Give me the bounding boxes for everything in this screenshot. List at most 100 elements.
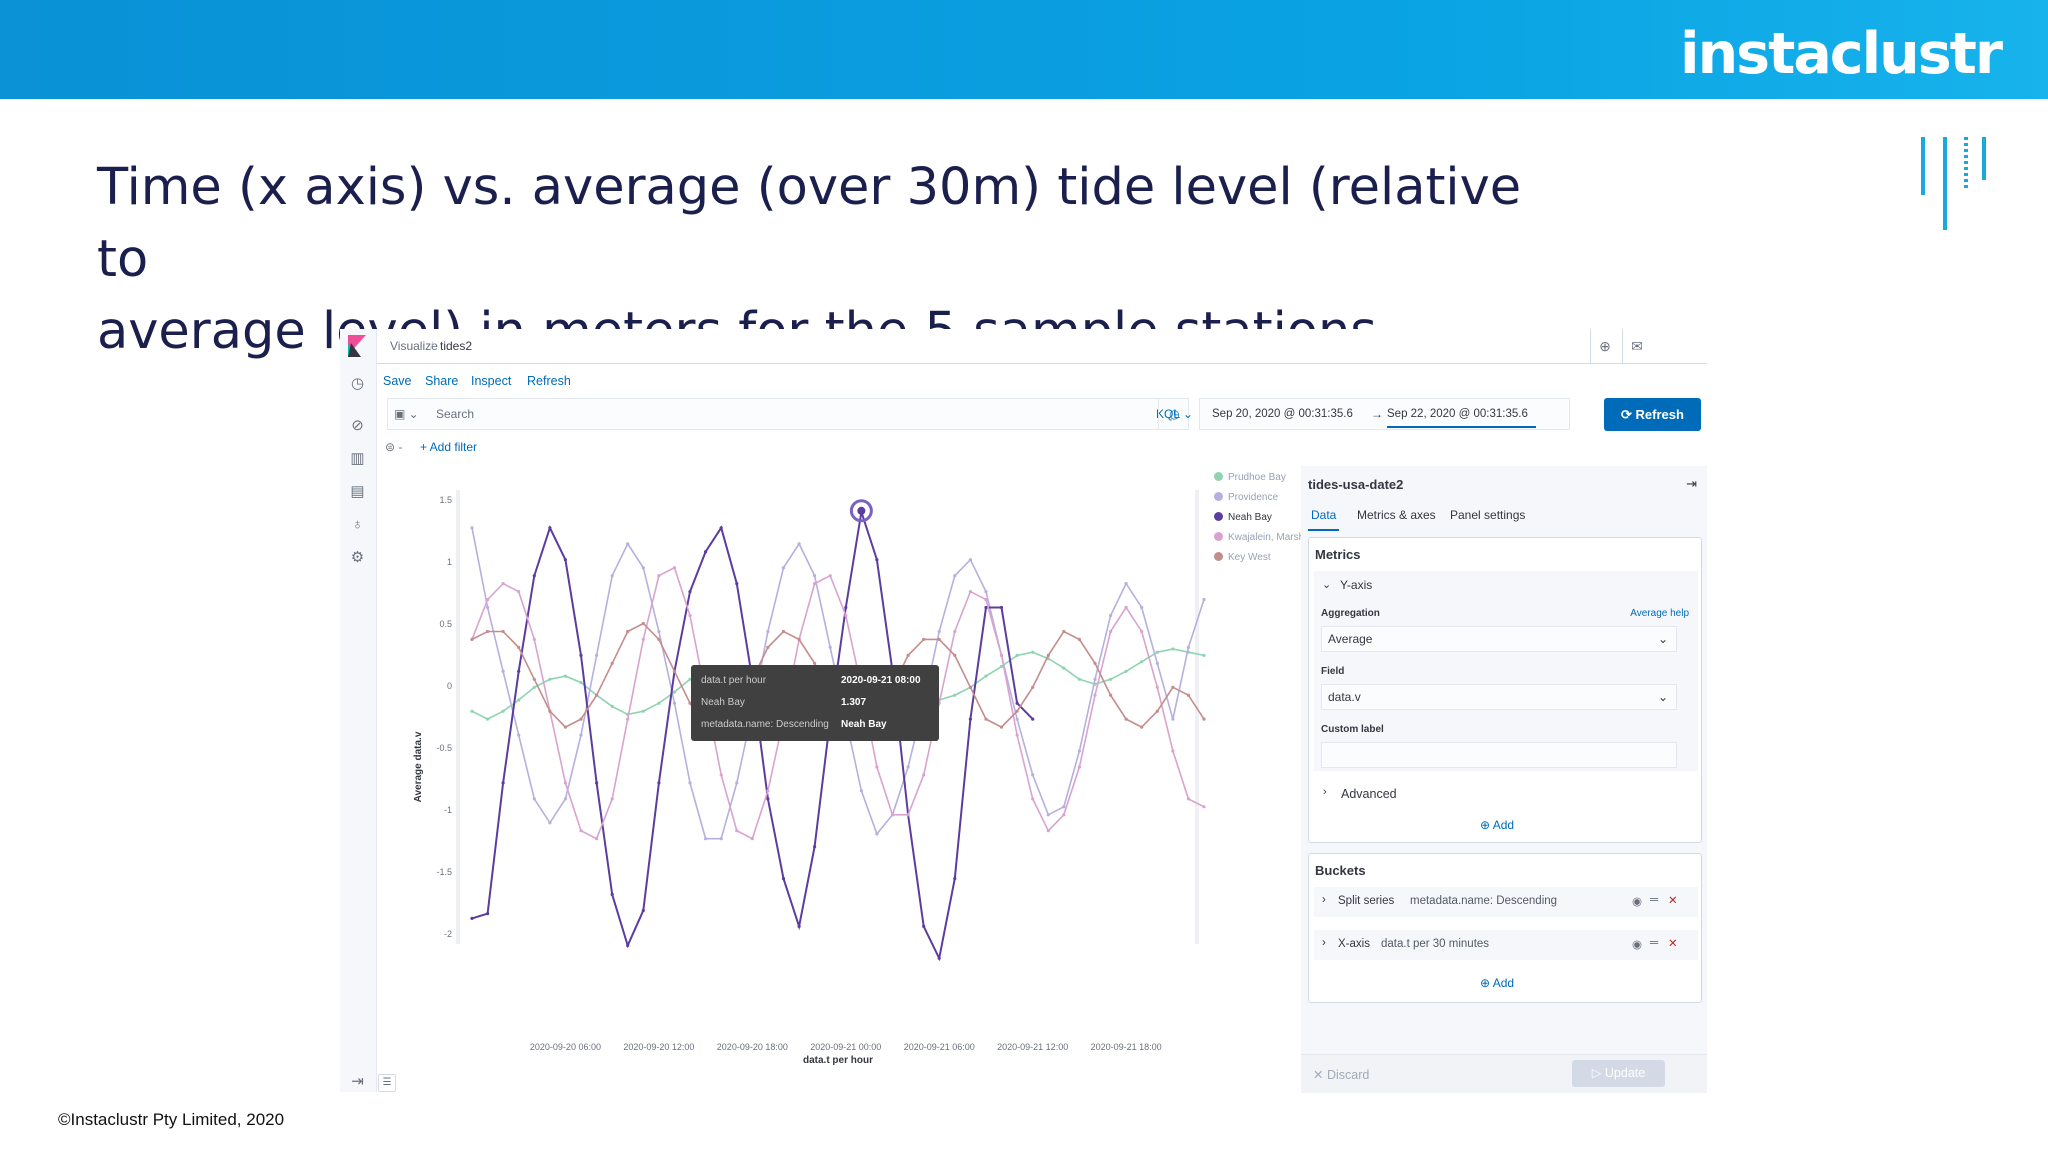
collapse-nav-icon[interactable]: ⇥ bbox=[351, 1073, 364, 1090]
search-input[interactable]: ▣ ⌄ Search KQL bbox=[387, 398, 1189, 430]
maps-icon[interactable]: ♁ bbox=[351, 516, 364, 533]
data-point bbox=[828, 574, 832, 578]
kql-toggle[interactable]: KQL bbox=[1155, 407, 1180, 421]
close-icon[interactable]: ✕ bbox=[1668, 938, 1678, 950]
data-point bbox=[532, 574, 536, 578]
x-tick-label: 2020-09-21 00:00 bbox=[810, 1042, 881, 1052]
aggregation-select[interactable]: Average ⌄ bbox=[1321, 626, 1677, 652]
data-point bbox=[657, 781, 661, 785]
data-point bbox=[563, 797, 567, 801]
chevron-right-icon[interactable]: › bbox=[1322, 937, 1326, 949]
breadcrumb-visualize[interactable]: Visualize bbox=[390, 339, 438, 353]
compass-icon[interactable]: ⊘ bbox=[351, 417, 364, 434]
kibana-window: ◷ ⊘ ▥ ▤ ♁ ⚙ ⇥ Visualize / tides2 ⊕ ✉ Sav… bbox=[340, 329, 1707, 1093]
advanced-toggle[interactable]: Advanced bbox=[1341, 787, 1397, 801]
data-point bbox=[704, 550, 708, 554]
save-link[interactable]: Save bbox=[383, 374, 412, 388]
dashboard-icon[interactable]: ▤ bbox=[350, 483, 365, 500]
add-filter-link[interactable]: + Add filter bbox=[420, 440, 478, 454]
data-point bbox=[781, 629, 786, 634]
data-point bbox=[859, 789, 863, 793]
field-select[interactable]: data.v ⌄ bbox=[1321, 684, 1677, 710]
yaxis-label[interactable]: Y-axis bbox=[1340, 578, 1373, 592]
discard-label: Discard bbox=[1326, 1068, 1370, 1082]
tab-data[interactable]: Data bbox=[1308, 508, 1340, 531]
chevron-right-icon[interactable]: › bbox=[1323, 786, 1327, 798]
data-point bbox=[906, 813, 910, 817]
visualize-icon[interactable]: ▥ bbox=[350, 450, 365, 467]
tab-panel-settings[interactable]: Panel settings bbox=[1450, 508, 1526, 522]
legend-item[interactable]: Neah Bay bbox=[1214, 512, 1272, 523]
data-point bbox=[532, 677, 536, 681]
bucket-row-x-axis[interactable]: › X-axis data.t per 30 minutes ◉ ═ ✕ bbox=[1314, 930, 1698, 960]
y-tick-label: 0.5 bbox=[439, 619, 452, 629]
collapse-panel-icon[interactable]: ⇥ bbox=[1686, 476, 1697, 491]
drag-handle-icon[interactable]: ═ bbox=[1650, 894, 1659, 906]
eye-icon[interactable]: ◉ bbox=[1632, 939, 1643, 951]
data-point bbox=[1077, 749, 1081, 753]
refresh-link[interactable]: Refresh bbox=[527, 374, 571, 388]
data-point bbox=[595, 781, 599, 785]
data-point bbox=[1015, 709, 1019, 713]
tab-metrics-axes[interactable]: Metrics & axes bbox=[1357, 508, 1436, 522]
drag-handle-icon[interactable]: ═ bbox=[1650, 937, 1659, 949]
decorative-lines-icon bbox=[1921, 137, 1986, 230]
data-point bbox=[797, 924, 801, 928]
bucket-type: X-axis bbox=[1338, 938, 1370, 950]
data-point bbox=[1062, 805, 1066, 809]
filter-icon[interactable]: ⊜ ‑ bbox=[385, 440, 403, 454]
data-point bbox=[719, 837, 723, 841]
legend-item[interactable]: Key West bbox=[1214, 552, 1271, 563]
data-point bbox=[813, 845, 817, 849]
close-icon[interactable]: ✕ bbox=[1668, 895, 1678, 907]
add-bucket-button[interactable]: ⊕ Add bbox=[1480, 976, 1514, 990]
data-point bbox=[1171, 685, 1175, 689]
eye-icon[interactable]: ◉ bbox=[1632, 896, 1643, 908]
data-point bbox=[844, 613, 848, 618]
add-metric-button[interactable]: ⊕ Add bbox=[1480, 818, 1514, 832]
data-point bbox=[517, 669, 521, 673]
date-start[interactable]: Sep 20, 2020 @ 00:31:35.6 bbox=[1212, 408, 1353, 420]
chevron-down-icon[interactable]: ⌄ bbox=[1322, 579, 1332, 591]
legend-dot bbox=[1214, 512, 1223, 521]
data-point bbox=[953, 574, 957, 578]
update-button[interactable]: ▷ Update bbox=[1572, 1060, 1665, 1087]
legend-item[interactable]: Prudhoe Bay bbox=[1214, 472, 1286, 483]
mail-icon[interactable]: ✉ bbox=[1631, 338, 1643, 354]
discard-button[interactable]: ✕ Discard bbox=[1313, 1067, 1369, 1082]
add-metric-label: Add bbox=[1492, 818, 1515, 832]
data-point bbox=[735, 582, 739, 586]
help-icon[interactable]: ⊕ bbox=[1599, 338, 1611, 354]
legend-dot bbox=[1214, 552, 1223, 561]
inspect-link[interactable]: Inspect bbox=[471, 374, 512, 388]
kibana-logo-icon[interactable] bbox=[348, 335, 366, 357]
data-point bbox=[1077, 637, 1081, 641]
data-point bbox=[735, 829, 739, 833]
legend-item[interactable]: Providence bbox=[1214, 492, 1278, 503]
date-end[interactable]: Sep 22, 2020 @ 00:31:35.6 bbox=[1387, 408, 1536, 428]
gear-icon[interactable]: ⚙ bbox=[350, 549, 365, 566]
aggregation-value: Average bbox=[1328, 632, 1373, 646]
date-quick-menu-icon[interactable]: ◷ ⌄ bbox=[1169, 407, 1193, 421]
refresh-button[interactable]: ⟳ Refresh bbox=[1604, 398, 1701, 431]
clock-icon[interactable]: ◷ bbox=[350, 375, 365, 392]
x-tick-label: 2020-09-20 12:00 bbox=[623, 1042, 694, 1052]
saved-query-icon[interactable]: ▣ ⌄ bbox=[394, 407, 419, 421]
custom-label-input[interactable] bbox=[1321, 742, 1677, 768]
data-point bbox=[548, 526, 552, 530]
header-divider bbox=[1622, 329, 1623, 363]
bucket-row-split-series[interactable]: › Split series metadata.name: Descending… bbox=[1314, 887, 1698, 917]
data-point bbox=[953, 629, 957, 634]
data-point bbox=[1093, 661, 1097, 665]
data-point bbox=[953, 877, 957, 881]
data-point bbox=[532, 637, 536, 641]
legend-item[interactable]: Kwajalein, Marshall I... bbox=[1214, 532, 1328, 543]
data-point bbox=[626, 629, 630, 634]
share-link[interactable]: Share bbox=[425, 374, 459, 388]
aggregation-help-link[interactable]: Average help bbox=[1630, 608, 1689, 619]
legend-label: Neah Bay bbox=[1228, 512, 1272, 523]
chevron-right-icon[interactable]: › bbox=[1322, 894, 1326, 906]
data-point bbox=[750, 837, 754, 841]
data-point bbox=[657, 701, 661, 705]
chart-legend-toggle-icon[interactable]: ☰ bbox=[378, 1074, 396, 1092]
